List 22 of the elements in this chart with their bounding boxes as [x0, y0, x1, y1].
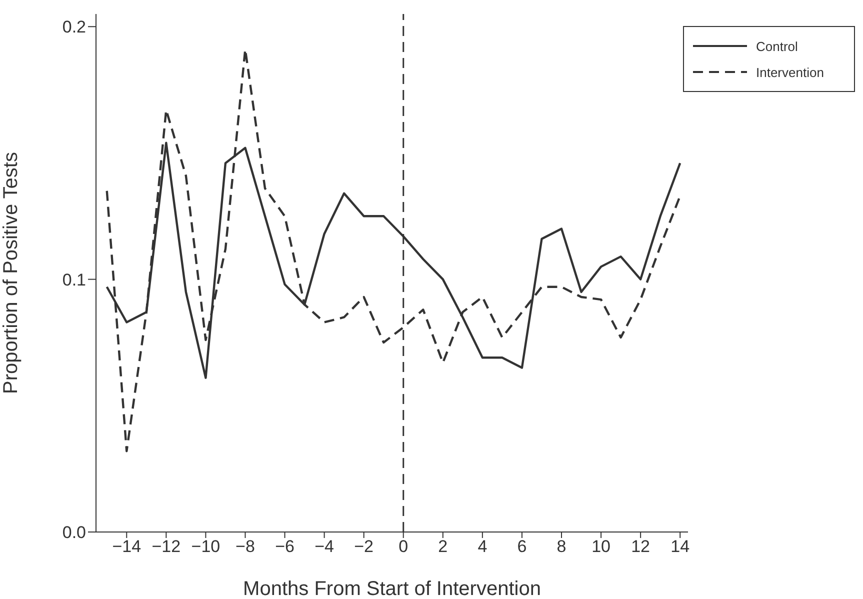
x-tick-label: −2 [354, 537, 374, 556]
x-tick-label: 0 [398, 537, 408, 556]
legend-label: Intervention [756, 64, 824, 80]
y-axis-title: Proportion of Positive Tests [0, 152, 22, 394]
x-tick-label: −4 [314, 537, 334, 556]
x-tick-label: −14 [112, 537, 142, 556]
x-tick-label: −12 [152, 537, 181, 556]
x-tick-label: −8 [236, 537, 255, 556]
y-tick-label: 0.2 [62, 18, 86, 37]
x-tick-label: 14 [670, 537, 690, 556]
x-tick-label: 6 [517, 537, 527, 556]
x-tick-label: 12 [631, 537, 650, 556]
x-tick-label: −10 [191, 537, 220, 556]
x-axis-title: Months From Start of Intervention [243, 578, 541, 599]
y-tick-label: 0.0 [62, 523, 86, 542]
x-tick-label: 10 [592, 537, 610, 556]
y-tick-label: 0.1 [62, 270, 86, 290]
x-tick-label: 2 [438, 537, 448, 556]
x-tick-label: 4 [478, 537, 488, 556]
x-tick-label: 8 [556, 537, 566, 556]
legend-label: Control [756, 38, 798, 54]
x-tick-label: −6 [275, 537, 294, 556]
